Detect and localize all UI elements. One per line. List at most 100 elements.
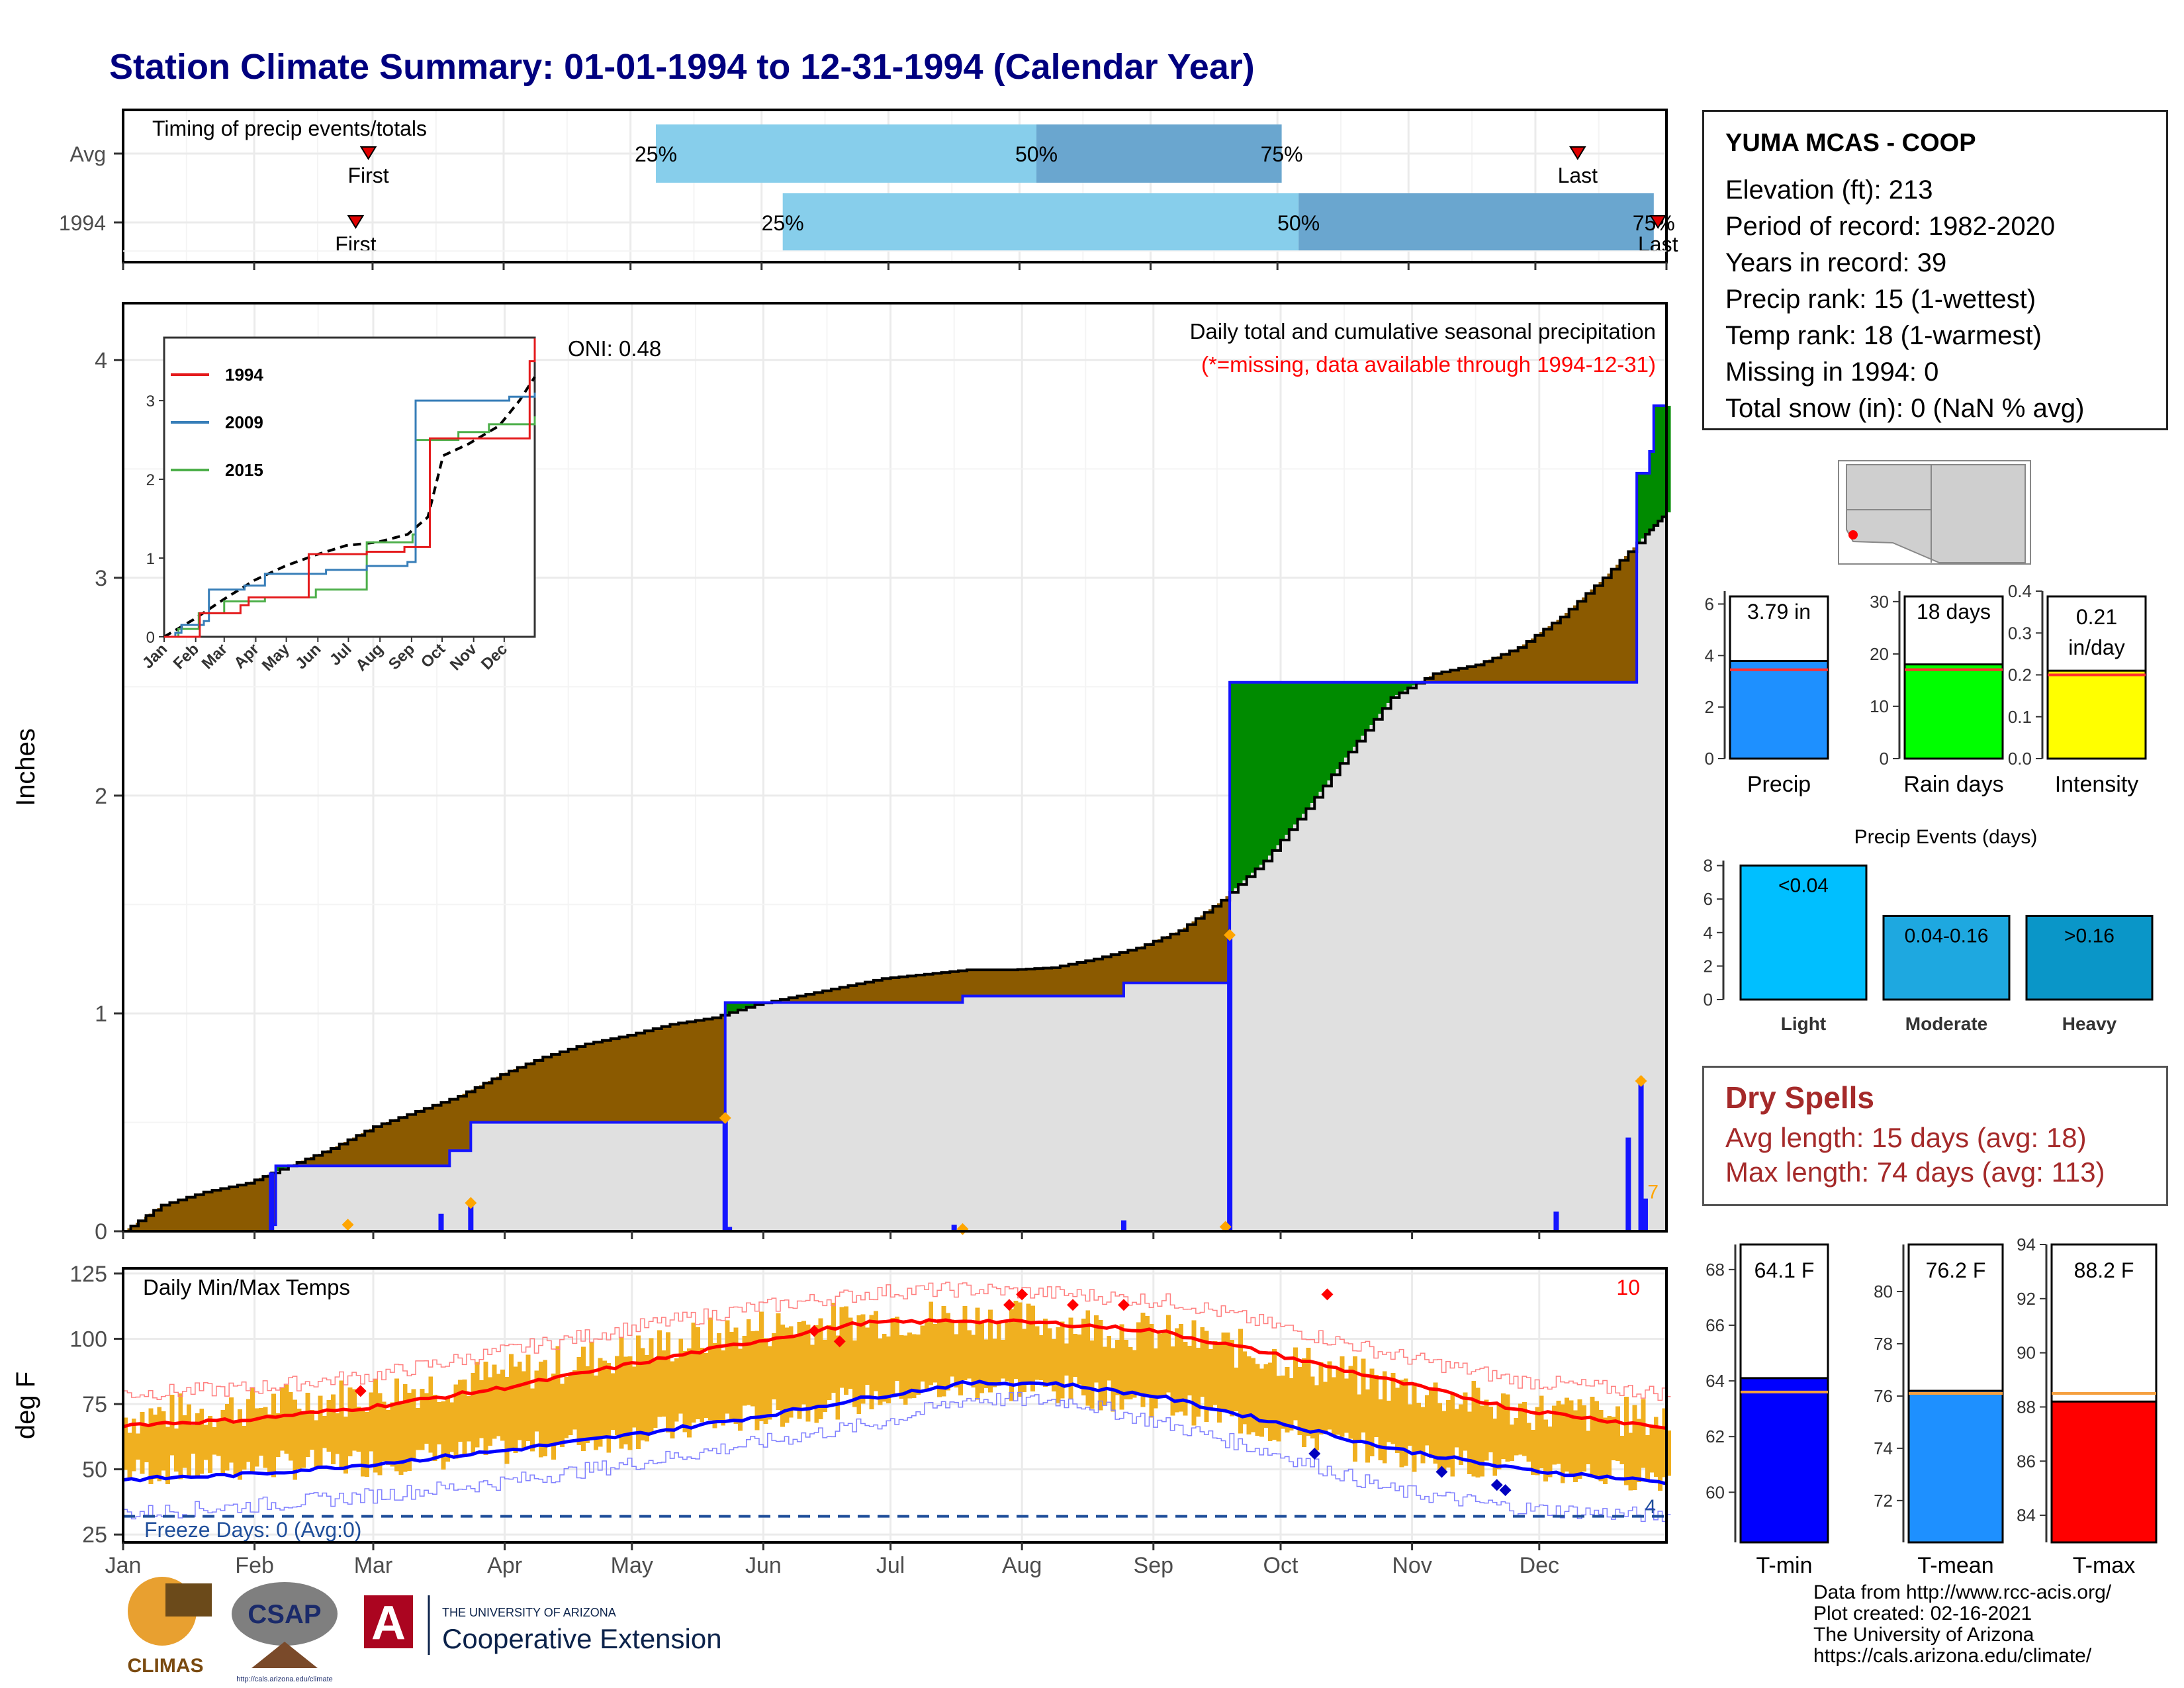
precip-ytick-label: 1 bbox=[95, 1002, 107, 1027]
event-diamond bbox=[341, 1219, 354, 1231]
temps-month-label: Jan bbox=[105, 1553, 142, 1578]
timing-bar-50-75 bbox=[1298, 193, 1654, 252]
tavg-ytick-label: 76 bbox=[1874, 1386, 1893, 1406]
precip-title: Daily total and cumulative seasonal prec… bbox=[1190, 319, 1656, 344]
record-low-marker bbox=[1490, 1479, 1503, 1491]
temp-avg-charts: 60 62 64 66 68 64.1 F T-min 72 74 76 78 80 76.2 F T-m… bbox=[1706, 1235, 2158, 1578]
csap-logo-url: http://cals.arizona.edu/climate bbox=[236, 1675, 333, 1683]
timing-bar-25-50 bbox=[656, 124, 1037, 183]
csap-logo-mountain bbox=[251, 1642, 318, 1668]
timing-p50-label: 50% bbox=[1015, 142, 1058, 166]
temps-month-label: Feb bbox=[235, 1553, 274, 1578]
events-bar bbox=[2025, 914, 2154, 1001]
station-elevation: Elevation (ft): 213 bbox=[1725, 175, 1933, 205]
station-years: Years in record: 39 bbox=[1725, 248, 1947, 277]
temps-month-label: Sep bbox=[1134, 1553, 1174, 1578]
totals-ytick-label: 0.1 bbox=[2008, 707, 2032, 727]
timing-row-label: 1994 bbox=[59, 211, 106, 235]
station-missing: Missing in 1994: 0 bbox=[1725, 357, 1939, 387]
tavg-ytick-label: 92 bbox=[2017, 1289, 2036, 1309]
timing-p25-label: 25% bbox=[635, 142, 677, 166]
daily-precip-bar bbox=[438, 1213, 444, 1231]
first-marker bbox=[347, 215, 365, 229]
precip-ylabel: Inches bbox=[11, 728, 40, 806]
footer-line: The University of Arizona bbox=[1813, 1624, 2034, 1646]
events-ytick-label: 0 bbox=[1704, 990, 1713, 1009]
tavg-ytick-label: 84 bbox=[2017, 1505, 2036, 1525]
totals-ytick-label: 20 bbox=[1870, 644, 1889, 664]
timing-p25-label: 25% bbox=[762, 211, 804, 235]
station-period: Period of record: 1982-2020 bbox=[1725, 212, 2056, 241]
tavg-bar bbox=[1739, 1377, 1829, 1544]
tavg-value-label: 76.2 F bbox=[1926, 1258, 1986, 1282]
precip-totals-charts: 0 2 4 6 3.79 in Precip 0 10 20 30 18 days Rain days… bbox=[1705, 581, 2147, 797]
tavg-ytick-label: 80 bbox=[1874, 1282, 1893, 1301]
totals-value-label: in/day bbox=[2068, 635, 2124, 659]
avg-min-line bbox=[122, 1380, 1667, 1485]
events-bar-label: >0.16 bbox=[2064, 925, 2115, 947]
temps-ylabel: deg F bbox=[11, 1372, 40, 1439]
daily-precip-bar bbox=[1642, 1198, 1648, 1231]
events-ytick-label: 2 bbox=[1704, 956, 1713, 976]
totals-ytick-label: 0.3 bbox=[2008, 623, 2032, 643]
temps-corner-top: 10 bbox=[1616, 1276, 1640, 1299]
totals-ytick-label: 2 bbox=[1705, 697, 1714, 717]
events-ytick-label: 4 bbox=[1704, 923, 1713, 943]
inset-ytick-label: 0 bbox=[146, 629, 155, 647]
temps-month-label: Jul bbox=[876, 1553, 905, 1578]
totals-ytick-label: 6 bbox=[1705, 594, 1714, 614]
inset-legend-label: 1994 bbox=[225, 365, 263, 385]
events-bar bbox=[1739, 865, 1868, 1001]
record-low-marker bbox=[1308, 1447, 1321, 1460]
timing-row-label: Avg bbox=[69, 142, 106, 166]
footer-line: Plot created: 02-16-2021 bbox=[1813, 1603, 2032, 1624]
timing-p50-label: 50% bbox=[1277, 211, 1320, 235]
precip-events-chart: Precip Events (days) 0 2 4 6 8 <0.04 Light 0.04-… bbox=[1704, 826, 2154, 1034]
record-high-marker bbox=[1016, 1288, 1028, 1301]
tavg-bar bbox=[1907, 1389, 2004, 1544]
inset-frame bbox=[163, 336, 536, 638]
ua-logo-a-letter: A bbox=[371, 1597, 406, 1650]
station-info-box: YUMA MCAS - COOP Elevation (ft): 213 Per… bbox=[1702, 110, 2168, 430]
logos: CLIMAS CSAP http://cals.arizona.edu/climat… bbox=[128, 1577, 722, 1683]
record-low-marker bbox=[1435, 1466, 1448, 1478]
inset-ytick-label: 3 bbox=[146, 393, 155, 410]
footer-line: Data from http://www.rcc-acis.org/ bbox=[1813, 1581, 2112, 1603]
totals-bar bbox=[1903, 663, 2004, 760]
last-marker bbox=[1569, 146, 1586, 160]
totals-ytick-label: 0.4 bbox=[2008, 581, 2032, 601]
inset-legend-label: 2015 bbox=[225, 460, 263, 480]
totals-ytick-label: 0.0 bbox=[2008, 749, 2032, 769]
temps-ytick-label: 75 bbox=[82, 1392, 107, 1417]
temps-ytick-label: 50 bbox=[82, 1458, 107, 1483]
record-max-line bbox=[123, 1282, 1671, 1401]
precip-ytick-label: 4 bbox=[95, 348, 107, 373]
tavg-category-label: T-max bbox=[2073, 1553, 2135, 1578]
last-marker bbox=[1649, 215, 1667, 229]
tavg-ytick-label: 74 bbox=[1874, 1438, 1893, 1458]
record-high-marker bbox=[808, 1325, 821, 1337]
temps-ytick-label: 25 bbox=[82, 1523, 107, 1548]
daily-precip-bar bbox=[722, 1117, 728, 1231]
tavg-ytick-label: 86 bbox=[2017, 1451, 2036, 1471]
precip-subtitle: (*=missing, data available through 1994-… bbox=[1201, 352, 1656, 377]
timing-p75-label: 75% bbox=[1261, 142, 1303, 166]
totals-category-label: Precip bbox=[1747, 772, 1811, 797]
location-map bbox=[1838, 460, 2031, 565]
record-high-marker bbox=[354, 1385, 367, 1397]
temps-month-label: Apr bbox=[487, 1553, 522, 1578]
events-category-label: Moderate bbox=[1905, 1013, 1987, 1034]
event-diamond bbox=[1635, 1074, 1647, 1087]
tavg-bar bbox=[2050, 1400, 2158, 1544]
event-diamond bbox=[719, 1111, 731, 1124]
footer-credits: Data from http://www.rcc-acis.org/ Plot … bbox=[1813, 1582, 2111, 1667]
tavg-category-label: T-mean bbox=[1917, 1553, 1993, 1578]
events-category-label: Heavy bbox=[2062, 1013, 2117, 1034]
timing-bar-25-50 bbox=[782, 193, 1299, 252]
totals-category-label: Intensity bbox=[2055, 772, 2139, 797]
temps-frame bbox=[122, 1267, 1668, 1544]
events-category-label: Light bbox=[1781, 1013, 1826, 1034]
temps-month-label: Jun bbox=[745, 1553, 782, 1578]
daily-precip-bar bbox=[1120, 1220, 1126, 1231]
